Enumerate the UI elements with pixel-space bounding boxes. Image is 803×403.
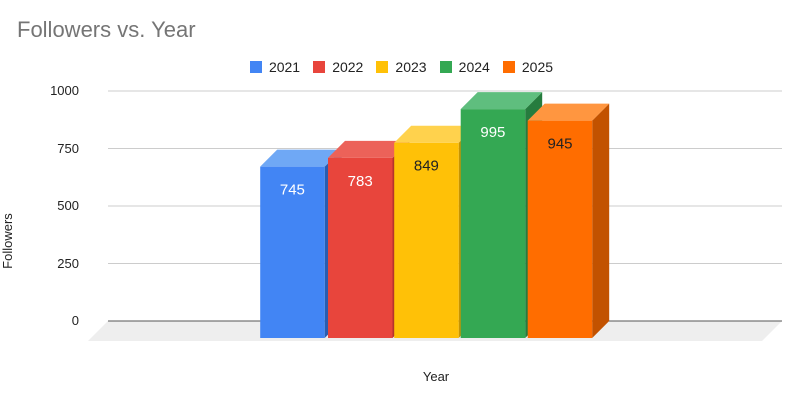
svg-text:995: 995: [480, 124, 505, 141]
svg-text:849: 849: [414, 158, 439, 175]
svg-text:783: 783: [348, 173, 373, 190]
svg-text:745: 745: [280, 182, 305, 199]
svg-text:945: 945: [547, 136, 572, 153]
